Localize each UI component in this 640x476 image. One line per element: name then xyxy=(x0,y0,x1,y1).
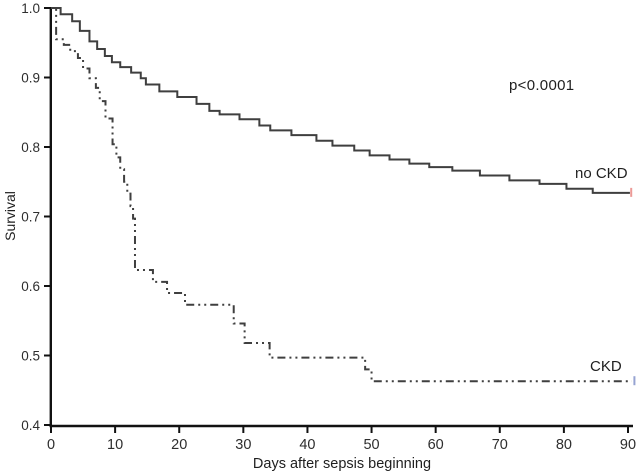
x-tick-label: 60 xyxy=(428,437,444,453)
y-tick-label: 0.7 xyxy=(21,209,40,224)
curve-label-no-ckd: no CKD xyxy=(575,165,628,182)
x-tick-label: 80 xyxy=(556,437,572,453)
y-axis-title: Survival xyxy=(2,191,18,241)
ckd-curve xyxy=(51,7,632,383)
y-tick-label: 0.6 xyxy=(21,279,40,294)
y-tick-label: 0.9 xyxy=(21,70,40,85)
y-tick-label: 1.0 xyxy=(21,1,40,16)
x-axis-title: Days after sepsis beginning xyxy=(252,456,432,472)
x-tick-label: 90 xyxy=(620,437,636,453)
p-value-annotation: p<0.0001 xyxy=(509,77,575,94)
x-tick-label: 30 xyxy=(235,437,251,453)
y-tick-label: 0.4 xyxy=(21,418,40,433)
x-tick-label: 20 xyxy=(171,437,187,453)
x-tick-label: 50 xyxy=(363,437,379,453)
curve-label-ckd: CKD xyxy=(590,358,622,375)
x-tick-label: 10 xyxy=(107,437,123,453)
x-tick-label: 70 xyxy=(492,437,508,453)
x-tick-label: 40 xyxy=(299,437,315,453)
x-tick-label: 0 xyxy=(47,437,55,453)
no-ckd-curve xyxy=(51,7,630,194)
y-tick-label: 0.8 xyxy=(21,140,40,155)
y-tick-label: 0.5 xyxy=(21,348,40,363)
